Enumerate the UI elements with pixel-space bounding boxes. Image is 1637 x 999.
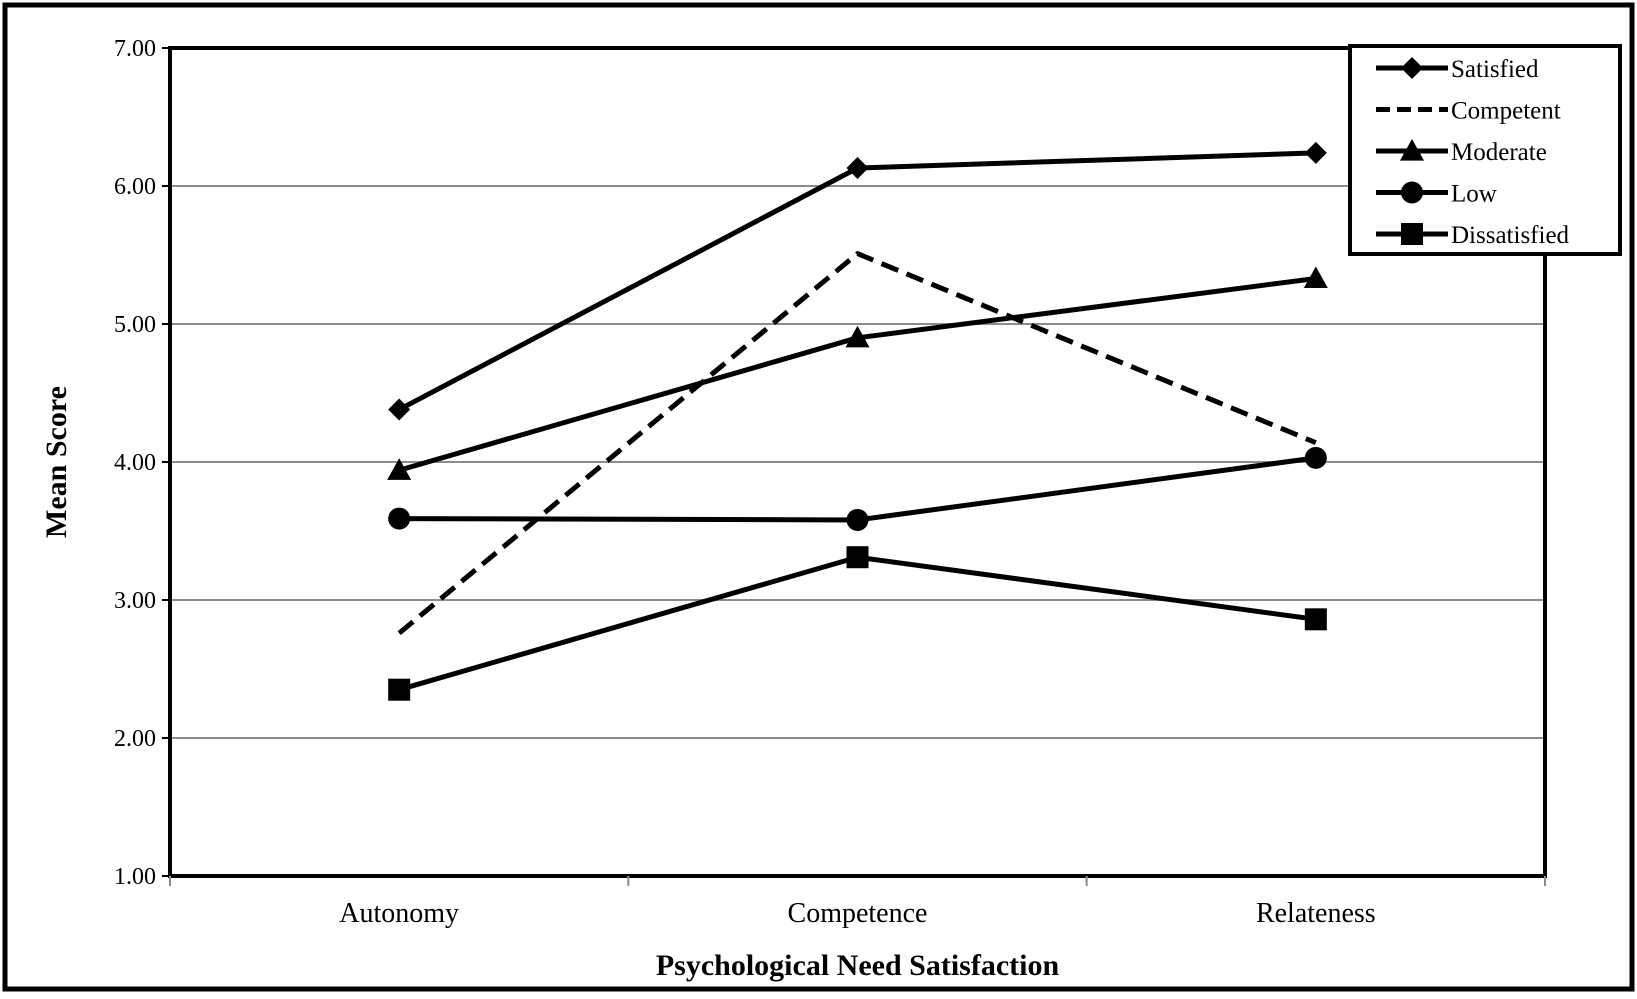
y-tick-label: 4.00: [114, 450, 156, 476]
data-point-satisfied: [846, 157, 869, 180]
y-tick-label: 2.00: [114, 726, 156, 752]
series-competent: [397, 251, 1317, 636]
x-tick-label: Competence: [788, 898, 928, 929]
series-line-competent: [397, 251, 1317, 636]
legend-marker-satisfied: [1401, 57, 1423, 79]
x-tick-label: Autonomy: [339, 898, 459, 929]
data-point-satisfied: [1304, 141, 1327, 164]
data-point-low: [846, 508, 869, 531]
data-point-low: [388, 507, 411, 530]
data-point-low: [1304, 446, 1327, 469]
legend-label: Satisfied: [1451, 56, 1539, 83]
legend-item-low: Low: [1376, 181, 1497, 208]
legend-item-competent: Competent: [1376, 98, 1561, 125]
x-tick-label: Relateness: [1256, 898, 1376, 929]
y-tick-label: 1.00: [114, 864, 156, 890]
data-point-satisfied: [388, 398, 411, 421]
x-axis-title: Psychological Need Satisfaction: [656, 949, 1060, 982]
y-tick-label: 6.00: [114, 174, 156, 200]
legend-label: Moderate: [1451, 139, 1547, 166]
legend-label: Competent: [1451, 98, 1561, 125]
legend: Satisfied Competent Moderate Low Dissatisfie…: [1348, 44, 1622, 256]
data-point-moderate: [387, 458, 412, 480]
legend-label: Dissatisfied: [1451, 222, 1570, 249]
data-point-moderate: [845, 325, 870, 348]
series-moderate: [387, 266, 1328, 480]
series-dissatisfied: [388, 546, 1327, 701]
y-axis-title: Mean Score: [40, 386, 73, 538]
legend-marker-low: [1401, 181, 1423, 204]
legend-item-satisfied: Satisfied: [1376, 56, 1539, 83]
legend-label: Low: [1451, 181, 1497, 208]
legend-marker-dissatisfied: [1401, 223, 1423, 245]
axes: 1.00 2.00 3.00 4.00 5.00 6.00 7.00 Autonomy Comp…: [114, 36, 1546, 929]
y-tick-label: 7.00: [114, 36, 156, 62]
data-point-dissatisfied: [388, 678, 411, 701]
legend-item-moderate: Moderate: [1376, 139, 1547, 166]
data-point-dissatisfied: [1304, 608, 1327, 631]
series-group: [387, 141, 1328, 701]
y-tick-label: 3.00: [114, 588, 156, 614]
data-point-dissatisfied: [846, 546, 869, 569]
legend-item-dissatisfied: Dissatisfied: [1376, 222, 1570, 249]
data-point-moderate: [1303, 266, 1328, 289]
y-tick-label: 5.00: [114, 312, 156, 338]
legend-marker-moderate: [1400, 139, 1424, 161]
series-satisfied: [388, 141, 1327, 421]
series-low: [388, 446, 1327, 531]
